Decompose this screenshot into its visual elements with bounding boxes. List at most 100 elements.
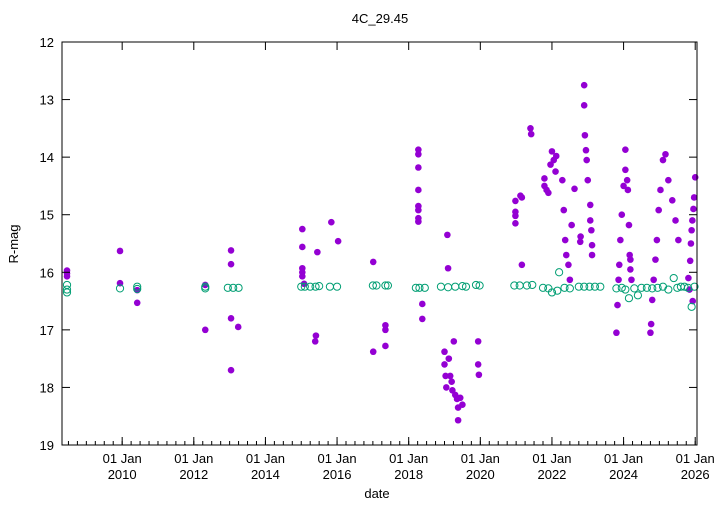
x-tick-label-line1: 01 Jan [174, 451, 213, 466]
x-tick-label-line1: 01 Jan [676, 451, 715, 466]
point-comparison [223, 283, 232, 292]
point-comparison [297, 282, 306, 291]
point-comparison [306, 282, 315, 291]
point-comparison [332, 282, 342, 291]
point-comparison [612, 284, 621, 293]
point-target [584, 176, 592, 184]
point-target [512, 220, 519, 227]
point-target [227, 260, 235, 268]
point-target [512, 212, 519, 220]
point-comparison [201, 284, 210, 293]
point-target [668, 197, 676, 204]
point-target [446, 372, 454, 380]
point-target [445, 355, 453, 362]
point-target [659, 156, 667, 164]
x-tick-label-year: 2012 [179, 467, 208, 482]
y-tick-label: 13 [40, 93, 54, 108]
point-target [314, 248, 321, 256]
point-target [691, 173, 699, 181]
point-target [518, 261, 526, 269]
point-target [615, 261, 623, 269]
x-tick-label-year: 2010 [108, 467, 137, 482]
point-target [63, 273, 71, 280]
point-target [299, 273, 306, 280]
point-target [541, 175, 548, 182]
x-axis-label: date [364, 486, 389, 501]
point-comparison [690, 282, 699, 291]
point-target [448, 378, 455, 385]
point-target [299, 243, 306, 251]
point-target [566, 276, 574, 284]
point-target [665, 176, 672, 184]
point-target [624, 186, 632, 194]
point-target [227, 247, 235, 254]
point-target [583, 156, 590, 164]
point-comparison [630, 284, 639, 293]
point-target [687, 240, 695, 247]
y-tick-label: 14 [40, 150, 54, 165]
point-target [312, 332, 320, 339]
point-target [580, 81, 588, 89]
x-tick-label-line1: 01 Jan [604, 451, 643, 466]
point-target [689, 297, 697, 305]
point-target [586, 201, 594, 209]
point-target [686, 257, 694, 265]
point-target [369, 348, 377, 356]
point-target [548, 148, 556, 155]
point-comparison [580, 282, 589, 291]
point-target [622, 166, 629, 174]
point-target [415, 186, 422, 194]
y-tick-label: 19 [40, 438, 54, 453]
point-target [475, 371, 483, 379]
point-target [552, 168, 559, 175]
point-target [577, 233, 584, 240]
point-comparison [311, 282, 320, 291]
point-target [547, 161, 554, 168]
point-comparison [596, 282, 605, 291]
point-comparison [62, 285, 72, 294]
point-comparison [411, 283, 420, 292]
point-target [441, 348, 448, 356]
point-comparison [443, 283, 453, 292]
point-comparison [538, 283, 548, 292]
point-comparison [624, 294, 634, 303]
y-tick-label: 15 [40, 208, 54, 223]
point-comparison [637, 283, 646, 292]
point-target [613, 329, 620, 337]
point-comparison [560, 283, 569, 292]
y-tick-label: 16 [40, 265, 54, 280]
point-target [474, 361, 482, 368]
point-target [582, 146, 590, 154]
point-target [456, 394, 464, 402]
point-comparison [115, 284, 125, 293]
point-target [474, 338, 482, 345]
point-target [625, 221, 633, 229]
point-target [562, 251, 570, 259]
point-target [620, 182, 627, 190]
point-comparison [553, 286, 562, 295]
point-target [415, 164, 422, 171]
point-target [580, 102, 588, 109]
point-target [328, 218, 335, 226]
x-tick-label-year: 2016 [323, 467, 352, 482]
point-target [444, 231, 451, 239]
point-target [685, 274, 692, 282]
point-comparison [510, 281, 519, 290]
data-marks [62, 81, 699, 424]
point-target [675, 236, 682, 244]
x-tick-label-year: 2022 [537, 467, 566, 482]
point-comparison [522, 281, 531, 290]
point-comparison [458, 282, 467, 291]
point-target [648, 296, 656, 304]
point-target [415, 150, 422, 158]
point-target [627, 266, 634, 273]
point-target [334, 237, 342, 245]
point-comparison [515, 281, 524, 290]
point-target [227, 315, 235, 322]
point-comparison [633, 291, 643, 300]
point-target [559, 176, 566, 184]
point-target [618, 211, 626, 219]
point-comparison [547, 288, 557, 297]
